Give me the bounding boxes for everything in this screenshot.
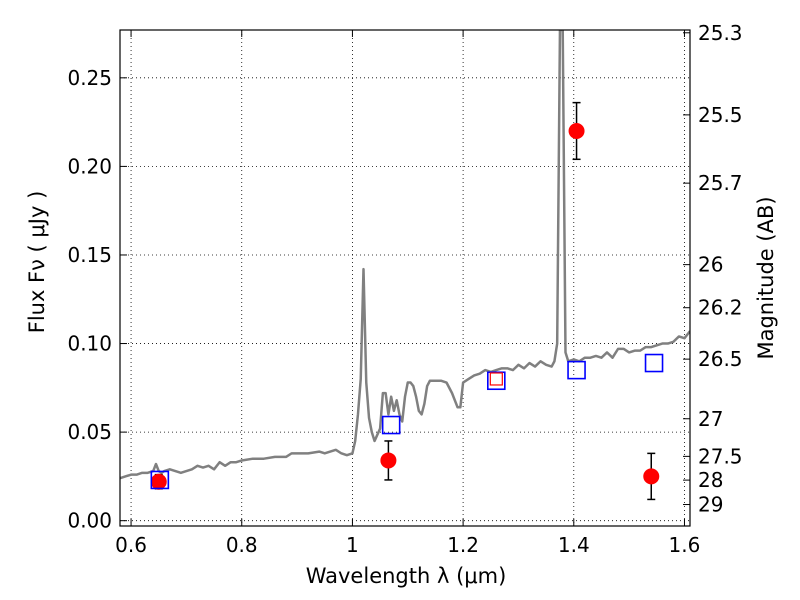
x-tick-label: 1.6	[669, 533, 701, 557]
x-tick-label: 0.6	[115, 533, 147, 557]
x-tick-label: 1.4	[558, 533, 590, 557]
y-tick-label: 0.05	[67, 420, 112, 444]
model-flux-square	[644, 353, 664, 373]
observed-flux-point	[380, 452, 397, 469]
y2-tick-label: 26	[698, 253, 723, 277]
x-axis-label: Wavelength λ (μm)	[306, 564, 507, 588]
y2-tick-label: 28	[698, 468, 723, 492]
y-tick-label: 0.25	[67, 66, 112, 90]
model-flux-square	[567, 360, 586, 380]
y-tick-label: 0.15	[67, 243, 112, 267]
plot-area	[120, 30, 690, 501]
model-flux-square	[381, 415, 401, 435]
observed-flux-point	[150, 473, 167, 490]
upper-limit-square	[489, 372, 503, 386]
observed-flux-point	[643, 468, 660, 485]
model-flux-square	[487, 371, 506, 391]
y2-tick-label: 26.5	[698, 347, 743, 371]
y2-tick-label: 25.3	[698, 21, 743, 45]
model-flux-square	[150, 470, 170, 490]
grid	[120, 30, 690, 526]
y2-tick-label: 27	[698, 407, 723, 431]
y2-tick-label: 26.2	[698, 296, 743, 320]
observed-flux-point	[568, 122, 585, 139]
model-spectrum-line	[120, 30, 690, 480]
x-tick-label: 1	[346, 533, 359, 557]
y2-tick-label: 25.7	[698, 171, 743, 195]
y-tick-label: 0.10	[67, 332, 112, 356]
y-axis-label: Flux Fν ( μJy )	[25, 191, 49, 334]
y-tick-label: 0.00	[67, 509, 112, 533]
y2-tick-label: 27.5	[698, 444, 743, 468]
ticks: 0.6 0.8 1 1.2 1.4 1.6 0.00 0.05 0.10 0.15 0.20 0.25…	[67, 21, 742, 557]
y2-tick-label: 25.5	[698, 103, 743, 127]
x-tick-label: 1.2	[447, 533, 479, 557]
y2-tick-label: 29	[698, 493, 723, 517]
plot-frame	[119, 29, 691, 527]
x-tick-label: 0.8	[226, 533, 258, 557]
y2-axis-label: Magnitude (AB)	[754, 196, 778, 359]
y-tick-label: 0.20	[67, 154, 112, 178]
